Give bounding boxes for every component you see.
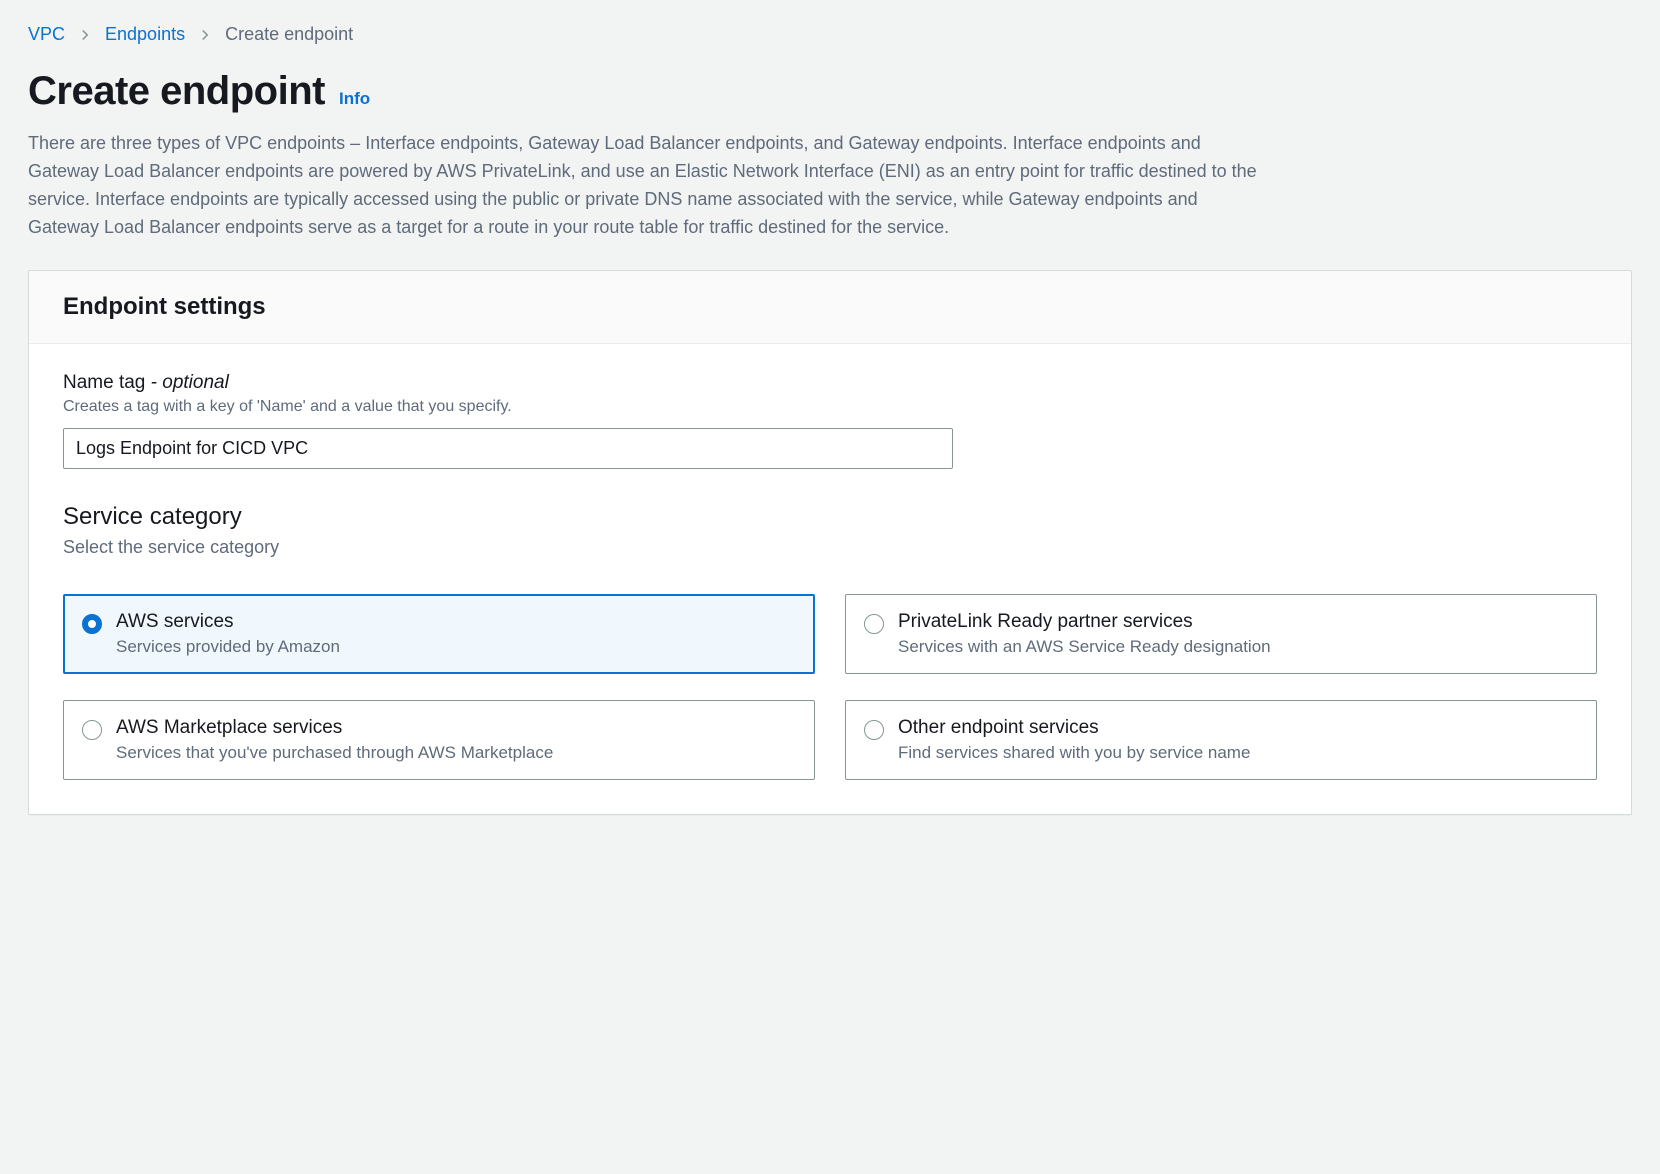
breadcrumb: VPC Endpoints Create endpoint	[28, 24, 1632, 45]
radio-aws-services[interactable]: AWS services Services provided by Amazon	[63, 594, 815, 674]
page-title: Create endpoint	[28, 69, 325, 114]
radio-description: Services that you've purchased through A…	[116, 743, 796, 763]
radio-label: Other endpoint services	[898, 717, 1578, 739]
breadcrumb-current: Create endpoint	[225, 24, 353, 45]
chevron-right-icon	[199, 29, 211, 41]
name-tag-hint: Creates a tag with a key of 'Name' and a…	[63, 398, 1597, 416]
panel-title: Endpoint settings	[63, 293, 1597, 321]
name-tag-field: Name tag - optional Creates a tag with a…	[63, 372, 1597, 469]
info-link[interactable]: Info	[339, 89, 370, 109]
radio-marketplace[interactable]: AWS Marketplace services Services that y…	[63, 700, 815, 780]
service-category-options: AWS services Services provided by Amazon…	[63, 594, 1597, 780]
radio-privatelink-partner[interactable]: PrivateLink Ready partner services Servi…	[845, 594, 1597, 674]
page-header: Create endpoint Info	[28, 69, 1632, 114]
radio-icon	[82, 720, 102, 740]
radio-label: AWS Marketplace services	[116, 717, 796, 739]
radio-label: PrivateLink Ready partner services	[898, 611, 1578, 633]
name-tag-label: Name tag - optional	[63, 372, 1597, 394]
endpoint-settings-panel: Endpoint settings Name tag - optional Cr…	[28, 270, 1632, 815]
page-description: There are three types of VPC endpoints –…	[28, 130, 1268, 242]
radio-other-endpoint[interactable]: Other endpoint services Find services sh…	[845, 700, 1597, 780]
service-category-section: Service category Select the service cate…	[63, 503, 1597, 780]
breadcrumb-link-endpoints[interactable]: Endpoints	[105, 24, 185, 45]
radio-description: Find services shared with you by service…	[898, 743, 1578, 763]
radio-description: Services with an AWS Service Ready desig…	[898, 637, 1578, 657]
radio-icon	[82, 614, 102, 634]
breadcrumb-link-vpc[interactable]: VPC	[28, 24, 65, 45]
panel-header: Endpoint settings	[29, 271, 1631, 344]
chevron-right-icon	[79, 29, 91, 41]
radio-icon	[864, 720, 884, 740]
radio-icon	[864, 614, 884, 634]
service-category-title: Service category	[63, 503, 1597, 531]
radio-description: Services provided by Amazon	[116, 637, 796, 657]
radio-label: AWS services	[116, 611, 796, 633]
name-tag-input[interactable]	[63, 428, 953, 469]
service-category-hint: Select the service category	[63, 537, 1597, 558]
